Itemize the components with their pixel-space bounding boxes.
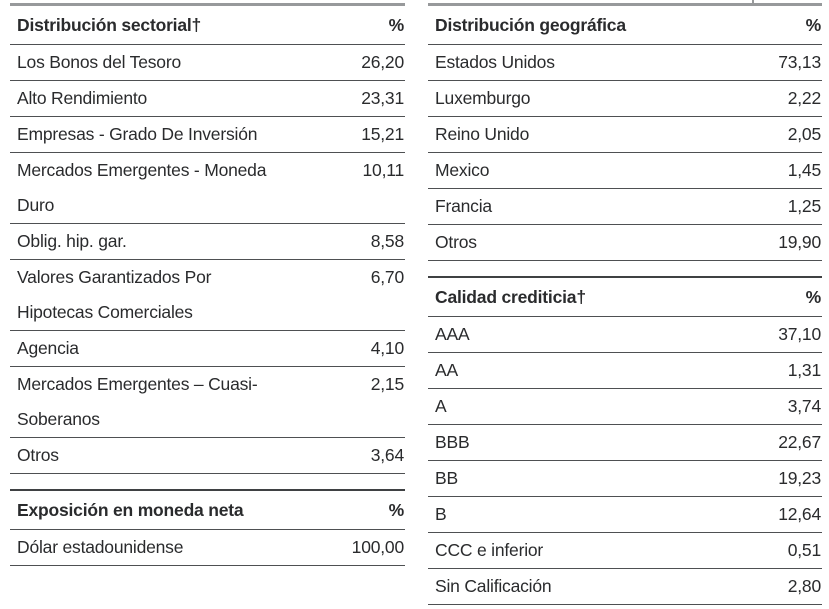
- row-label: Valores Garantizados Por Hipotecas Comer…: [17, 267, 212, 322]
- row-label: Mercados Emergentes – Cuasi- Soberanos: [17, 374, 258, 429]
- table-row: Empresas - Grado De Inversión 15,21: [10, 117, 405, 153]
- table-title: Distribución geográfica: [435, 15, 626, 35]
- row-value: 19,90: [778, 232, 821, 252]
- table-row: Reino Unido 2,05: [428, 117, 822, 153]
- cropped-border-artifact: [752, 0, 754, 6]
- row-label: Otros: [17, 445, 59, 465]
- net-currency-exposure-table: Exposición en moneda neta% Dólar estadoun…: [10, 489, 405, 566]
- table-title: Calidad crediticia†: [435, 287, 586, 307]
- table-title: Exposición en moneda neta: [17, 500, 244, 520]
- row-value: 23,31: [361, 88, 404, 108]
- row-value: 73,13: [778, 52, 821, 72]
- row-label: Empresas - Grado De Inversión: [17, 124, 258, 144]
- table-row: Mexico 1,45: [428, 153, 822, 189]
- row-value: 22,67: [778, 432, 821, 452]
- row-label: Los Bonos del Tesoro: [17, 52, 181, 72]
- table-unit-header: %: [805, 287, 822, 307]
- table-row: Sin Calificación 2,80: [428, 569, 822, 605]
- row-label: AA: [435, 360, 458, 380]
- row-label: Dólar estadounidense: [17, 537, 184, 557]
- row-value: 8,58: [370, 231, 404, 251]
- table-row: Agencia 4,10: [10, 331, 405, 367]
- row-label: AAA: [435, 324, 470, 344]
- table-row: BBB 22,67: [428, 425, 822, 461]
- row-label: Mexico: [435, 160, 490, 180]
- left-column: Distribución sectorial†% Los Bonos del Te…: [10, 3, 405, 566]
- table-row: Francia 1,25: [428, 189, 822, 225]
- row-value: 19,23: [778, 468, 821, 488]
- row-value: 1,45: [787, 160, 821, 180]
- row-value: 2,80: [787, 576, 821, 596]
- row-value: 4,10: [370, 338, 404, 358]
- table-row: CCC e inferior 0,51: [428, 533, 822, 569]
- table-header-row: Calidad crediticia†%: [428, 278, 822, 317]
- table-row: B 12,64: [428, 497, 822, 533]
- row-label: Mercados Emergentes - Moneda Duro: [17, 160, 267, 215]
- row-value: 0,51: [787, 540, 821, 560]
- row-label: A: [435, 396, 447, 416]
- row-label: Alto Rendimiento: [17, 88, 148, 108]
- row-value: 100,00: [351, 537, 405, 557]
- table-header-row: Exposición en moneda neta%: [10, 491, 405, 530]
- credit-quality-table: Calidad crediticia†% AAA 37,10 AA 1,31 A 3,74 B…: [428, 276, 822, 605]
- row-value: 26,20: [361, 52, 404, 72]
- row-label: CCC e inferior: [435, 540, 544, 560]
- table-row: Otros 19,90: [428, 225, 822, 261]
- table-row: BB 19,23: [428, 461, 822, 497]
- table-row: Dólar estadounidense 100,00: [10, 530, 405, 566]
- table-row: Oblig. hip. gar. 8,58: [10, 224, 405, 260]
- row-label: Luxemburgo: [435, 88, 531, 108]
- row-value: 3,64: [370, 445, 404, 465]
- table-unit-header: %: [805, 15, 822, 35]
- row-label: Otros: [435, 232, 477, 252]
- table-row: Otros 3,64: [10, 438, 405, 474]
- sector-distribution-table: Distribución sectorial†% Los Bonos del Te…: [10, 3, 405, 474]
- row-label: Agencia: [17, 338, 79, 358]
- table-row: AA 1,31: [428, 353, 822, 389]
- row-value: 2,05: [787, 124, 821, 144]
- row-label: B: [435, 504, 447, 524]
- table-header-row: Distribución sectorial†%: [10, 6, 405, 45]
- row-label: Sin Calificación: [435, 576, 552, 596]
- row-value: 2,15: [370, 374, 404, 394]
- geographic-distribution-table: Distribución geográfica% Estados Unidos 73…: [428, 3, 822, 261]
- right-column: Distribución geográfica% Estados Unidos 73…: [428, 0, 822, 605]
- row-label: Francia: [435, 196, 492, 216]
- table-row: Mercados Emergentes - Moneda Duro 10,11: [10, 153, 405, 224]
- table-row: Alto Rendimiento 23,31: [10, 81, 405, 117]
- row-label: BBB: [435, 432, 470, 452]
- row-value: 37,10: [778, 324, 821, 344]
- row-value: 6,70: [370, 267, 404, 287]
- row-value: 1,25: [787, 196, 821, 216]
- row-value: 3,74: [787, 396, 821, 416]
- row-label: Estados Unidos: [435, 52, 555, 72]
- row-value: 1,31: [787, 360, 821, 380]
- table-row: Mercados Emergentes – Cuasi- Soberanos 2,…: [10, 367, 405, 438]
- table-row: Estados Unidos 73,13: [428, 45, 822, 81]
- row-label: Oblig. hip. gar.: [17, 231, 127, 251]
- table-row: Luxemburgo 2,22: [428, 81, 822, 117]
- row-value: 2,22: [787, 88, 821, 108]
- table-row: Valores Garantizados Por Hipotecas Comer…: [10, 260, 405, 331]
- row-value: 15,21: [361, 124, 404, 144]
- table-header-row: Distribución geográfica%: [428, 6, 822, 45]
- table-row: A 3,74: [428, 389, 822, 425]
- table-unit-header: %: [388, 500, 405, 520]
- table-row: Los Bonos del Tesoro 26,20: [10, 45, 405, 81]
- row-value: 12,64: [778, 504, 821, 524]
- table-row: AAA 37,10: [428, 317, 822, 353]
- row-label: Reino Unido: [435, 124, 530, 144]
- table-title: Distribución sectorial†: [17, 15, 202, 35]
- row-value: 10,11: [362, 160, 405, 180]
- row-label: BB: [435, 468, 458, 488]
- table-unit-header: %: [388, 15, 405, 35]
